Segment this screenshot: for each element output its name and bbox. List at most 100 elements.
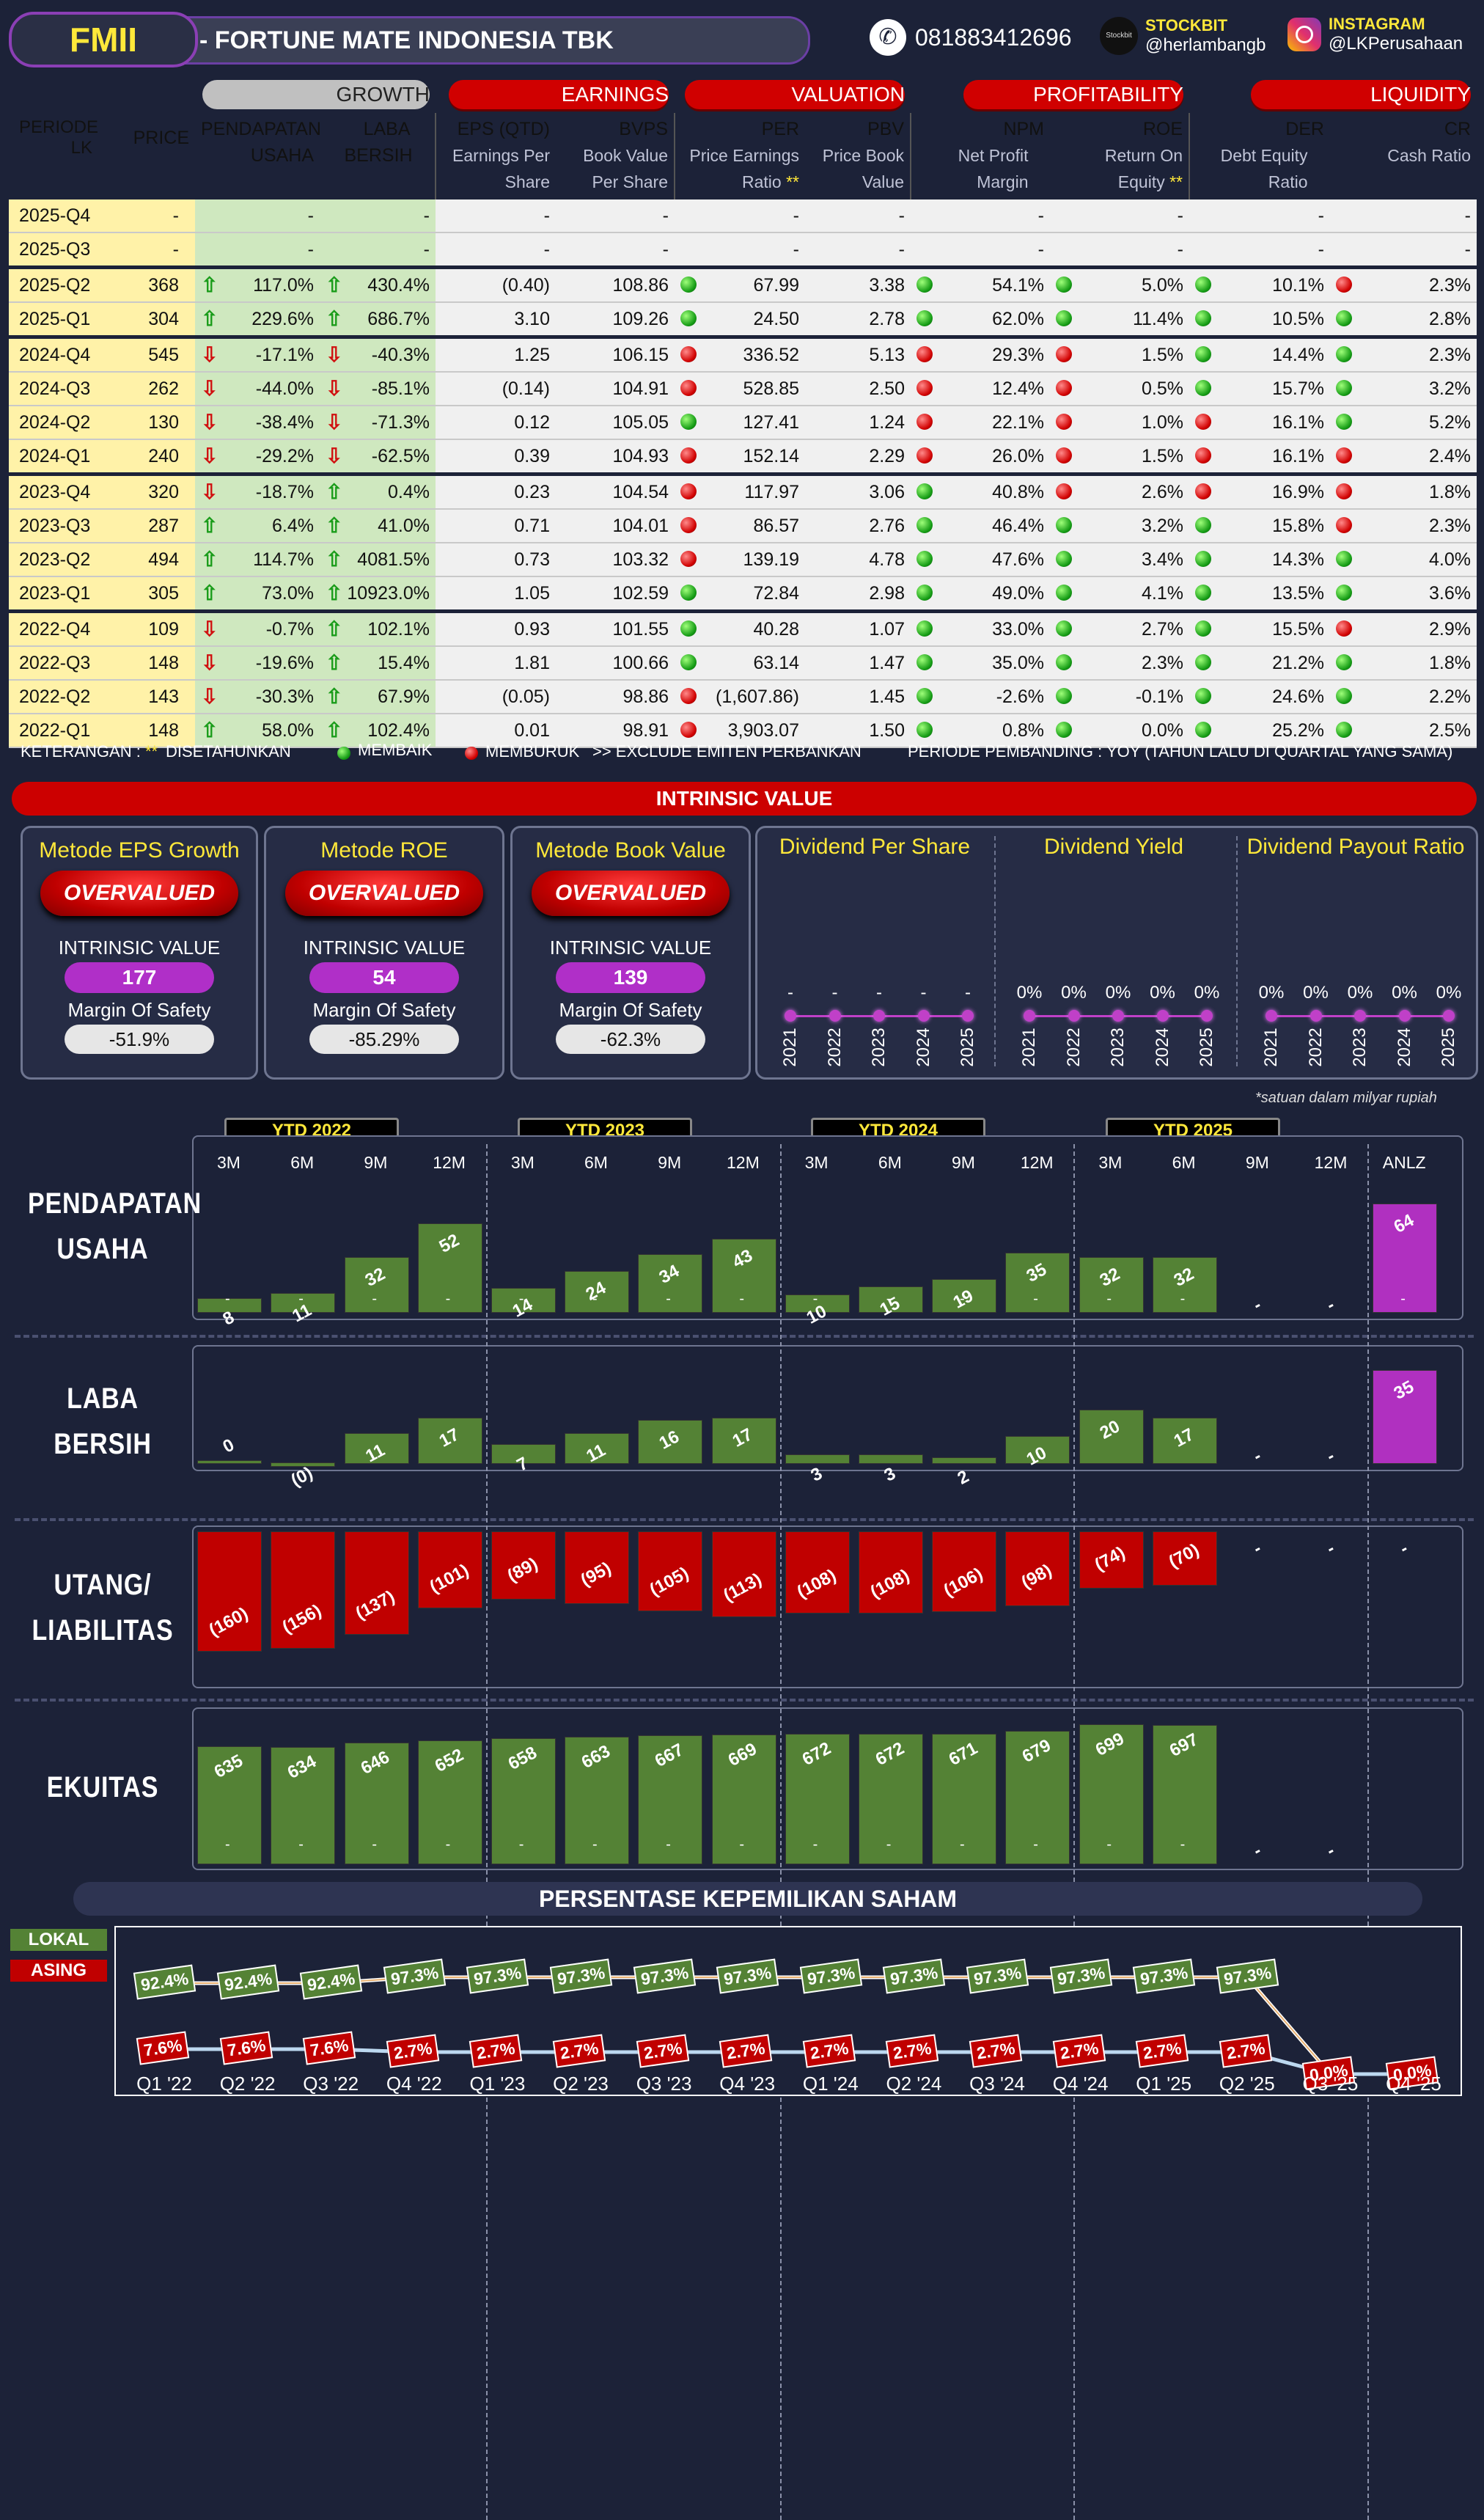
table-row: 2022-Q4 109 ⇩ -0.7% ⇧ 102.1% 0.93 101.55 40.28 1.… xyxy=(9,609,1477,647)
bar xyxy=(1373,1370,1438,1464)
green-dot-icon xyxy=(1336,550,1352,567)
green-dot-icon xyxy=(1336,653,1352,670)
red-dot-icon xyxy=(680,721,697,738)
quarter-label: Q4 '25 xyxy=(1386,2073,1441,2095)
dividend-year: 2021 xyxy=(1261,1028,1281,1067)
red-dot-icon xyxy=(917,379,933,396)
bar xyxy=(1005,1252,1070,1313)
cell-per: 336.52 xyxy=(675,335,805,373)
dividend-value: 0% xyxy=(1150,983,1175,1003)
bar-dash: - xyxy=(372,1836,378,1853)
dividend-year: 2023 xyxy=(1350,1028,1370,1067)
red-dot-icon xyxy=(680,550,697,567)
red-dot-icon xyxy=(917,345,933,362)
ytd-label: YTD 2024 xyxy=(811,1118,985,1144)
arrow-down-icon: ⇩ xyxy=(201,684,218,708)
arrow-down-icon: ⇩ xyxy=(201,617,218,640)
dividend-title: Dividend Yield xyxy=(1043,835,1184,859)
cell-cr: 2.2% xyxy=(1330,680,1477,714)
cell-cr: 2.9% xyxy=(1330,609,1477,647)
cell-g2: ⇧ 686.7% xyxy=(320,302,436,338)
cell-bvps: 98.86 xyxy=(556,680,675,714)
cell-per: 72.84 xyxy=(675,576,805,612)
phone-contact[interactable]: ✆ 081883412696 xyxy=(870,19,1072,56)
cell-cr: 2.5% xyxy=(1330,714,1477,748)
table-row: 2024-Q3 262 ⇩ -44.0% ⇩ -85.1% (0.14) 104.91 528.… xyxy=(9,372,1477,406)
bar-dash: - xyxy=(518,1291,524,1307)
green-dot-icon xyxy=(1056,550,1072,567)
bar xyxy=(711,1417,776,1464)
bar xyxy=(344,1531,409,1635)
cell-der: - xyxy=(1189,232,1330,268)
intrinsic-card: Metode EPS Growth OVERVALUED INTRINSIC VAL… xyxy=(21,826,258,1080)
stockbit-contact[interactable]: Stockbit STOCKBIT @herlambangb xyxy=(1100,16,1266,56)
dividend-point xyxy=(1398,1010,1411,1022)
instagram-contact[interactable]: INSTAGRAM @LKPerusahaan xyxy=(1288,15,1463,54)
bar xyxy=(638,1253,703,1313)
cell-der: 10.1% xyxy=(1189,265,1330,303)
red-dot-icon xyxy=(680,516,697,533)
green-dot-icon xyxy=(680,620,697,637)
green-dot-icon xyxy=(917,550,933,567)
instagram-label: INSTAGRAM xyxy=(1329,15,1425,33)
dividend-value: 0% xyxy=(1258,983,1285,1003)
cell-der: 24.6% xyxy=(1189,680,1330,714)
cell-pbv: 1.45 xyxy=(805,680,911,714)
bar xyxy=(932,1531,997,1612)
arrow-down-icon: ⇩ xyxy=(326,376,343,400)
bar-dash: - xyxy=(666,1836,671,1853)
cell-eps: 0.93 xyxy=(436,609,556,647)
row-title: EKUITAS xyxy=(46,1771,159,1803)
quarter-label: Q4 '22 xyxy=(386,2073,442,2095)
green-dot-icon xyxy=(1195,345,1211,362)
bar-dash: - xyxy=(1400,1291,1406,1307)
dividend-value: 0% xyxy=(1016,983,1043,1003)
cell-eps: 0.73 xyxy=(436,543,556,577)
quarter-label: Q3 '22 xyxy=(303,2073,359,2095)
ownership-title: PERSENTASE KEPEMILIKAN SAHAM xyxy=(73,1882,1422,1916)
cell-price: 148 xyxy=(103,646,195,681)
cell-g1: ⇩ -29.2% xyxy=(195,439,320,475)
dividend-value: - xyxy=(965,983,971,1003)
arrow-up-icon: ⇧ xyxy=(326,684,343,708)
month-label: 12M xyxy=(1020,1153,1054,1172)
arrow-down-icon: ⇩ xyxy=(326,444,343,467)
cell-bvps: 104.01 xyxy=(556,509,675,543)
green-dot-icon xyxy=(680,584,697,601)
row-title: UTANG/LIABILITAS xyxy=(32,1569,174,1647)
cell-der: 16.1% xyxy=(1189,406,1330,440)
cell-npm: -2.6% xyxy=(911,680,1050,714)
intrinsic-value: 177 xyxy=(65,962,214,993)
cell-bvps: 108.86 xyxy=(556,265,675,303)
dividend-value: - xyxy=(787,983,793,1003)
arrow-down-icon: ⇩ xyxy=(201,480,218,503)
bar xyxy=(417,1740,482,1864)
cell-der: 14.3% xyxy=(1189,543,1330,577)
cell-g1: ⇧ 73.0% xyxy=(195,576,320,612)
month-label: 9M xyxy=(952,1153,975,1172)
cell-der: 25.2% xyxy=(1189,714,1330,748)
lokal-legend: LOKAL xyxy=(10,1929,107,1951)
asing-legend: ASING xyxy=(10,1960,107,1982)
cell-p: 2023-Q3 xyxy=(9,509,103,543)
quarter-label: Q1 '22 xyxy=(136,2073,192,2095)
cell-per: 24.50 xyxy=(675,302,805,338)
cell-roe: 1.0% xyxy=(1050,406,1189,440)
cell-npm: 47.6% xyxy=(911,543,1050,577)
quarter-label: Q2 '23 xyxy=(553,2073,609,2095)
bar-dash: - xyxy=(886,1836,892,1853)
red-dot-icon xyxy=(1336,620,1352,637)
asing-line xyxy=(164,2047,1414,2076)
cell-bvps: 100.66 xyxy=(556,646,675,681)
dividend-point xyxy=(1201,1010,1213,1022)
bar xyxy=(1005,1436,1070,1464)
cell-g1: ⇩ -30.3% xyxy=(195,680,320,714)
cell-eps: (0.05) xyxy=(436,680,556,714)
table-row: 2024-Q1 240 ⇩ -29.2% ⇩ -62.5% 0.39 104.93 152.14… xyxy=(9,439,1477,475)
bar xyxy=(197,1297,262,1313)
dividend-year: 2021 xyxy=(1019,1028,1039,1067)
red-dot-icon xyxy=(1056,379,1072,396)
cell-g1: ⇩ -18.7% xyxy=(195,472,320,510)
green-dot-icon xyxy=(917,653,933,670)
bar xyxy=(417,1531,482,1608)
